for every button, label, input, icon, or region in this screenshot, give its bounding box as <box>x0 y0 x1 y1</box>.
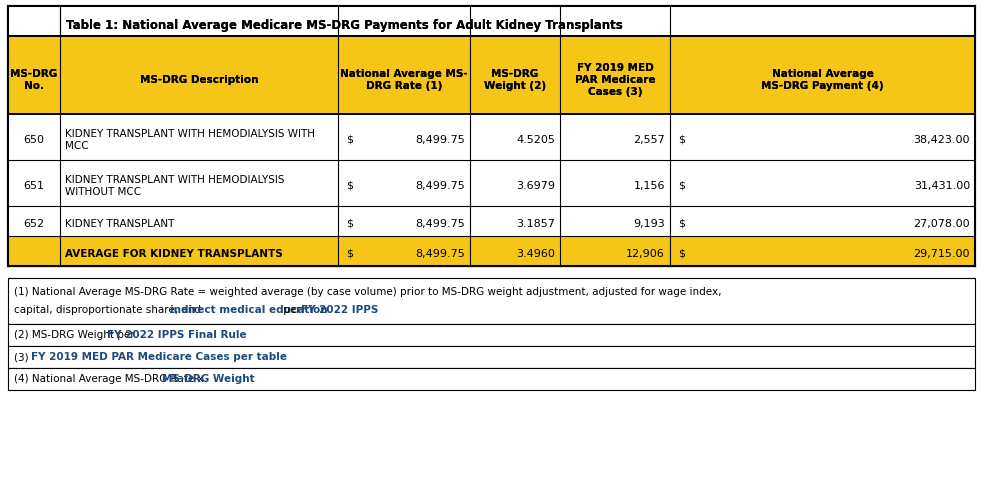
Text: 8,499.75: 8,499.75 <box>415 135 465 145</box>
Text: 4.5205: 4.5205 <box>516 135 555 145</box>
Text: MS-DRG Description: MS-DRG Description <box>140 75 259 85</box>
Text: 27,078.00: 27,078.00 <box>913 219 970 229</box>
Text: $: $ <box>678 181 685 191</box>
Text: 651: 651 <box>24 181 44 191</box>
Text: MS-DRG
No.: MS-DRG No. <box>11 69 58 91</box>
Text: National Average MS-
DRG Rate (1): National Average MS- DRG Rate (1) <box>340 69 468 91</box>
Text: $: $ <box>346 181 353 191</box>
Text: MS-DRG Description: MS-DRG Description <box>140 75 259 85</box>
Text: 1,156: 1,156 <box>633 181 665 191</box>
Text: 650: 650 <box>24 135 44 145</box>
Bar <box>8 278 975 324</box>
Text: FY 2019 MED
PAR Medicare
Cases (3): FY 2019 MED PAR Medicare Cases (3) <box>575 64 656 97</box>
Bar <box>8 346 975 368</box>
Text: 8,499.75: 8,499.75 <box>415 249 465 259</box>
Text: National Average MS-
DRG Rate (1): National Average MS- DRG Rate (1) <box>340 69 468 91</box>
Text: FY 2019 MED PAR Medicare Cases per table: FY 2019 MED PAR Medicare Cases per table <box>30 352 287 362</box>
Text: (1) National Average MS-DRG Rate = weighted average (by case volume) prior to MS: (1) National Average MS-DRG Rate = weigh… <box>14 287 722 297</box>
Text: $: $ <box>346 135 353 145</box>
Text: 29,715.00: 29,715.00 <box>913 249 970 259</box>
Text: $: $ <box>678 219 685 229</box>
Text: capital, disproportionate share, and: capital, disproportionate share, and <box>14 305 204 315</box>
Text: 38,423.00: 38,423.00 <box>913 135 970 145</box>
Text: AVERAGE FOR KIDNEY TRANSPLANTS: AVERAGE FOR KIDNEY TRANSPLANTS <box>65 249 283 259</box>
Bar <box>8 368 975 390</box>
Bar <box>8 206 975 236</box>
Text: MS-DRG
Weight (2): MS-DRG Weight (2) <box>484 69 547 91</box>
Text: MS-DRG
No.: MS-DRG No. <box>11 69 58 91</box>
Text: 2,557: 2,557 <box>633 135 665 145</box>
Text: 3.4960: 3.4960 <box>516 249 555 259</box>
Text: 3.6979: 3.6979 <box>516 181 555 191</box>
Text: (4) National Average MS-DRG Rate x: (4) National Average MS-DRG Rate x <box>14 374 206 384</box>
Text: Table 1: National Average Medicare MS-DRG Payments for Adult Kidney Transplants: Table 1: National Average Medicare MS-DR… <box>66 19 623 31</box>
Text: $: $ <box>346 249 353 259</box>
Text: (3): (3) <box>14 352 31 362</box>
Bar <box>8 160 975 206</box>
Text: KIDNEY TRANSPLANT: KIDNEY TRANSPLANT <box>65 219 174 229</box>
Text: indirect medical education: indirect medical education <box>170 305 327 315</box>
Bar <box>8 6 975 266</box>
Text: MS-DRG
Weight (2): MS-DRG Weight (2) <box>484 69 547 91</box>
Bar <box>8 36 975 114</box>
Text: FY 2019 MED
PAR Medicare
Cases (3): FY 2019 MED PAR Medicare Cases (3) <box>575 64 656 97</box>
Bar <box>8 236 975 266</box>
Bar <box>8 114 975 160</box>
Text: per: per <box>280 305 304 315</box>
Text: MS-DRG Weight: MS-DRG Weight <box>161 374 255 384</box>
Text: Table 1: National Average Medicare MS-DRG Payments for Adult Kidney Transplants: Table 1: National Average Medicare MS-DR… <box>66 19 623 31</box>
Text: 652: 652 <box>24 219 44 229</box>
Text: $: $ <box>346 219 353 229</box>
Text: 8,499.75: 8,499.75 <box>415 181 465 191</box>
Bar <box>8 324 975 346</box>
Text: $: $ <box>678 135 685 145</box>
Text: FY 2022 IPPS Final Rule: FY 2022 IPPS Final Rule <box>107 330 247 340</box>
Bar <box>8 36 975 114</box>
Text: 9,193: 9,193 <box>633 219 665 229</box>
Text: National Average
MS-DRG Payment (4): National Average MS-DRG Payment (4) <box>761 69 884 91</box>
Text: FY 2022 IPPS: FY 2022 IPPS <box>301 305 378 315</box>
Text: National Average
MS-DRG Payment (4): National Average MS-DRG Payment (4) <box>761 69 884 91</box>
Text: (2) MS-DRG Weight per: (2) MS-DRG Weight per <box>14 330 138 340</box>
Text: 3.1857: 3.1857 <box>516 219 555 229</box>
Text: $: $ <box>678 249 685 259</box>
Text: KIDNEY TRANSPLANT WITH HEMODIALYSIS WITH
MCC: KIDNEY TRANSPLANT WITH HEMODIALYSIS WITH… <box>65 129 315 151</box>
Text: 8,499.75: 8,499.75 <box>415 219 465 229</box>
Text: KIDNEY TRANSPLANT WITH HEMODIALYSIS
WITHOUT MCC: KIDNEY TRANSPLANT WITH HEMODIALYSIS WITH… <box>65 175 284 197</box>
Text: 31,431.00: 31,431.00 <box>914 181 970 191</box>
Bar <box>8 6 975 36</box>
Text: 12,906: 12,906 <box>626 249 665 259</box>
